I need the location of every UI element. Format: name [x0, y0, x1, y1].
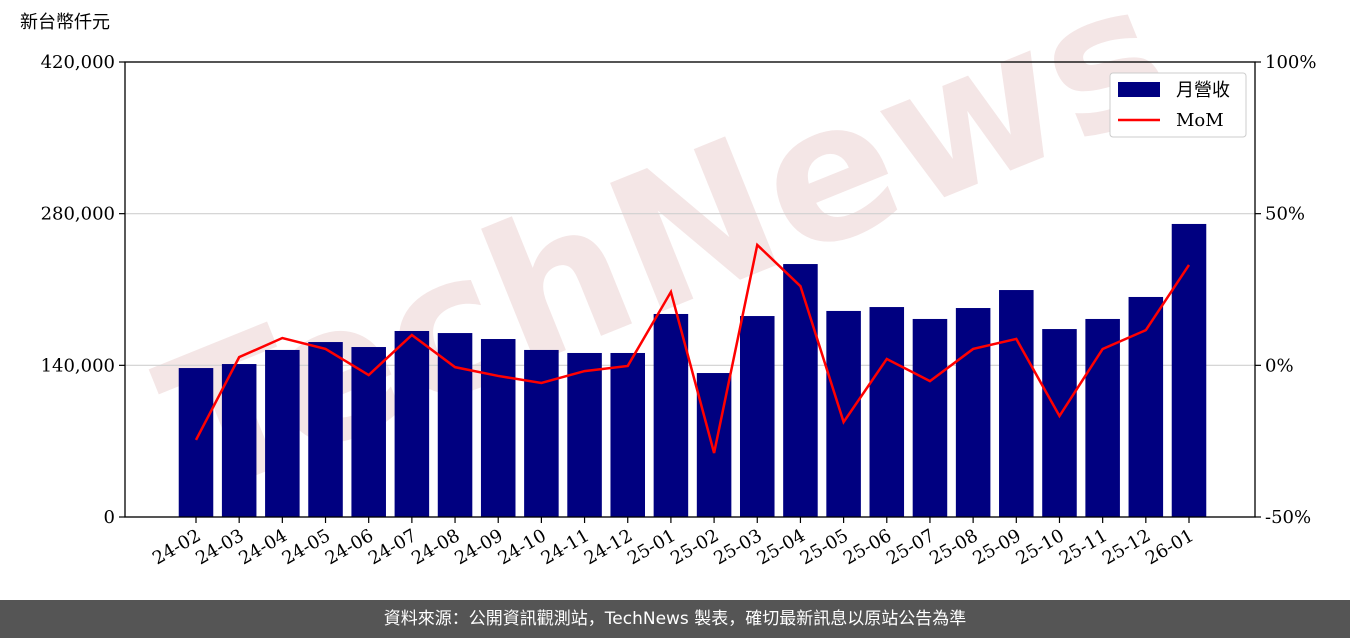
- x-tick-label: 25-01: [624, 525, 679, 569]
- bar: [869, 307, 905, 517]
- plot-frame: [124, 61, 1256, 518]
- bar: [955, 308, 991, 517]
- x-tick-label: 25-10: [1013, 525, 1068, 569]
- x-tick-label: 25-03: [710, 525, 765, 569]
- x-tick-label: 25-08: [926, 525, 981, 569]
- y-tick-label: 140,000: [41, 355, 115, 376]
- y-axis-label: 新台幣仟元: [20, 12, 110, 33]
- x-tick-label: 24-02: [149, 525, 204, 569]
- x-tick-label: 25-12: [1099, 525, 1154, 569]
- bar: [524, 349, 559, 517]
- bar: [265, 349, 300, 517]
- bar: [912, 318, 948, 517]
- x-tick-label: 24-06: [322, 525, 377, 569]
- bar: [1171, 223, 1207, 518]
- x-tick-label: 24-10: [494, 525, 549, 569]
- y-tick-label: 0: [104, 507, 115, 528]
- bar: [480, 339, 516, 517]
- bar: [610, 352, 646, 517]
- y2-tick-label: -50%: [1265, 507, 1311, 528]
- x-tick-label: 24-05: [279, 525, 334, 569]
- x-tick-label: 24-11: [538, 525, 593, 569]
- x-tick-label: 25-02: [667, 525, 722, 569]
- bar: [999, 290, 1034, 517]
- x-tick-label: 25-06: [840, 525, 895, 569]
- bar: [739, 316, 775, 517]
- chart: 新台幣仟元 TechNews 0140,000280,000420,000-50…: [20, 0, 1316, 569]
- x-tick-label: 26-01: [1142, 525, 1197, 569]
- x-tick-label: 25-07: [883, 525, 938, 569]
- bar: [178, 368, 214, 517]
- bar: [437, 333, 473, 517]
- bar: [394, 330, 430, 517]
- y2-tick-label: 0%: [1265, 355, 1294, 376]
- bar: [221, 364, 257, 517]
- x-tick-label: 25-11: [1056, 525, 1111, 569]
- bar: [351, 347, 386, 517]
- x-tick-label: 25-05: [797, 525, 852, 569]
- x-tick-label: 25-04: [753, 525, 808, 569]
- bar: [1085, 318, 1120, 517]
- bar: [1042, 329, 1077, 517]
- bar: [567, 352, 602, 517]
- legend-label: MoM: [1176, 110, 1224, 131]
- y-tick-label: 280,000: [41, 204, 115, 225]
- x-tick-label: 24-08: [408, 525, 463, 569]
- bar: [653, 313, 689, 517]
- y-tick-label: 420,000: [41, 52, 115, 73]
- x-tick-label: 25-09: [969, 525, 1024, 569]
- legend-swatch: [1118, 82, 1160, 97]
- x-tick-label: 24-09: [451, 525, 506, 569]
- y2-tick-label: 100%: [1265, 52, 1316, 73]
- bar: [783, 264, 818, 517]
- line: [194, 242, 1191, 454]
- footer: 資料來源：公開資訊觀測站，TechNews 製表，確切最新訊息以原站公告為準: [0, 600, 1350, 638]
- legend-label: 月營收: [1176, 80, 1230, 101]
- x-tick-label: 24-07: [365, 525, 420, 569]
- bar: [826, 310, 861, 517]
- y2-tick-label: 50%: [1265, 204, 1305, 225]
- bar: [308, 342, 343, 517]
- bar: [1128, 296, 1164, 517]
- x-tick-label: 24-12: [581, 525, 636, 569]
- x-tick-label: 24-04: [235, 525, 290, 569]
